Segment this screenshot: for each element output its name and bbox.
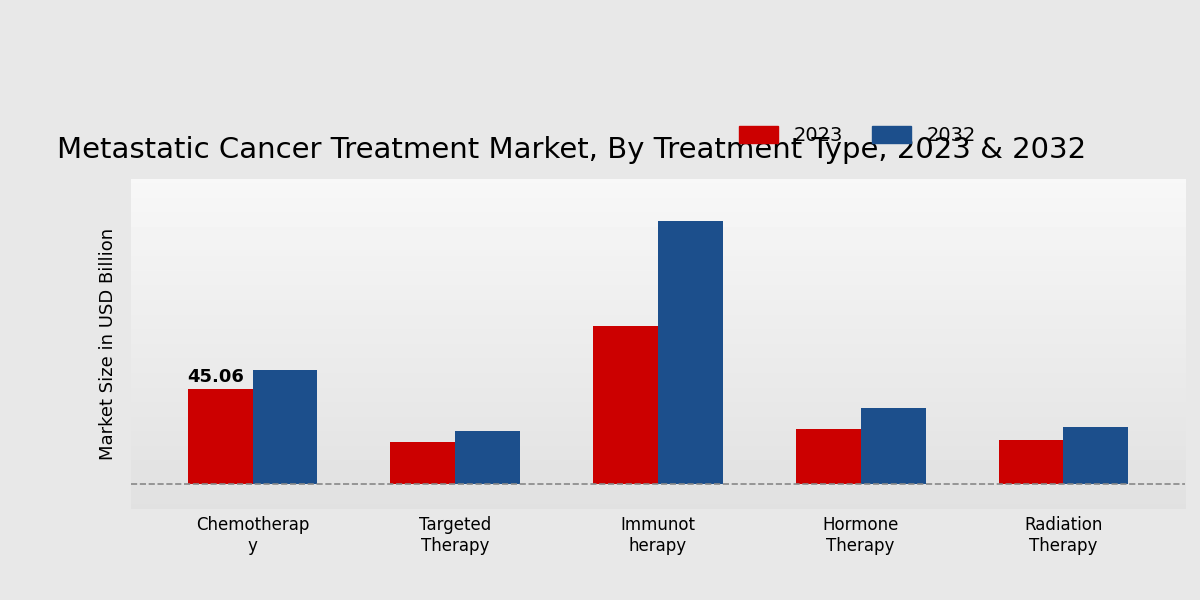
Bar — [455, 431, 520, 484]
Bar — [998, 440, 1063, 484]
Legend: 2023, 2032: 2023, 2032 — [730, 116, 985, 155]
Bar — [860, 408, 925, 484]
Bar — [1063, 427, 1128, 484]
Bar — [796, 430, 860, 484]
Text: Metastatic Cancer Treatment Market, By Treatment Type, 2023 & 2032: Metastatic Cancer Treatment Market, By T… — [58, 136, 1086, 164]
Bar — [187, 389, 252, 484]
Bar — [658, 221, 722, 484]
Bar — [593, 326, 658, 484]
Bar — [252, 370, 317, 484]
Y-axis label: Market Size in USD Billion: Market Size in USD Billion — [98, 228, 118, 460]
Text: 45.06: 45.06 — [187, 368, 245, 386]
Bar — [390, 442, 455, 484]
